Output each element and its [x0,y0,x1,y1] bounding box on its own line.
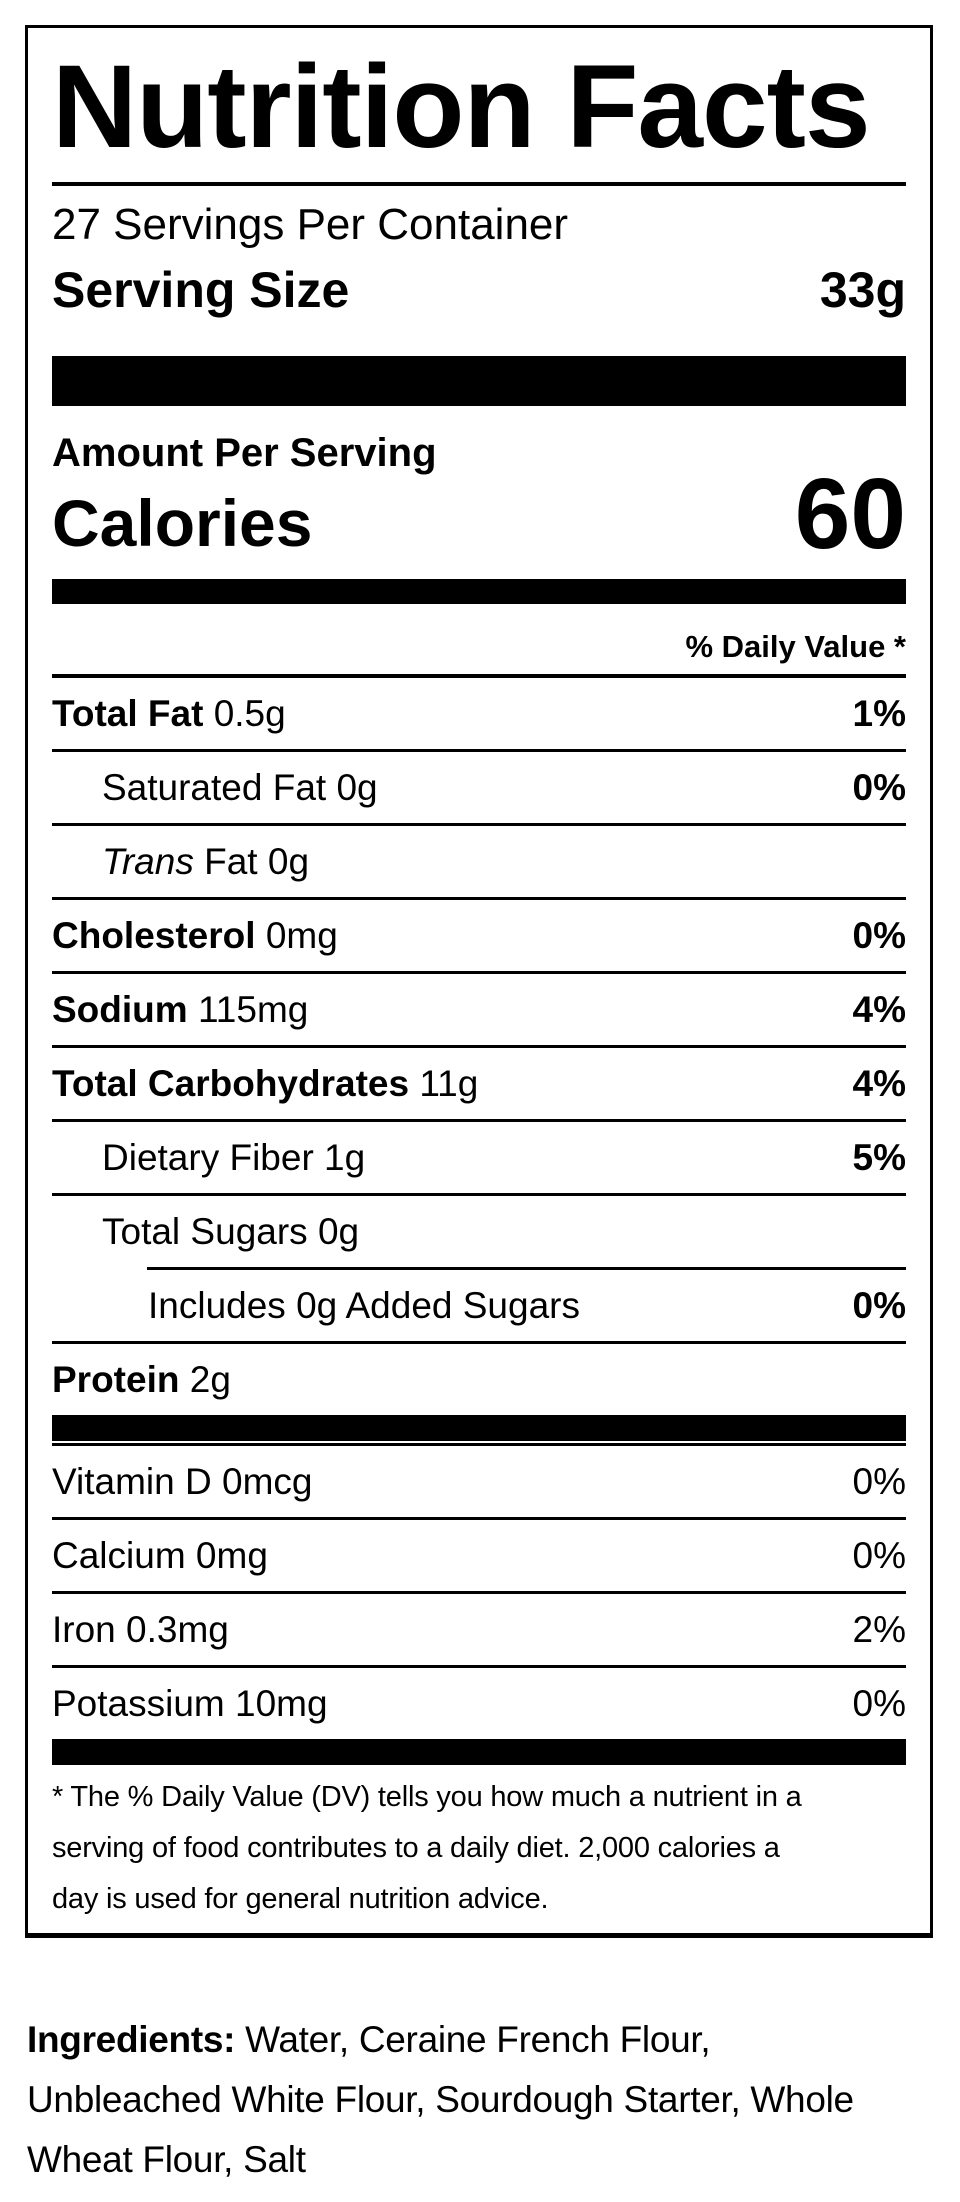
vitamin-text: Iron 0.3mg [52,1608,229,1650]
daily-value: 0% [852,766,906,808]
separator [147,1267,906,1270]
nutrient-segment: Total Sugars 0g [102,1210,360,1252]
nutrient-row: Total Sugars 0g [52,1196,906,1267]
separator [52,674,906,678]
separator [52,897,906,900]
nutrition-facts-panel: Nutrition Facts 27 Servings Per Containe… [25,25,933,1938]
amount-per-serving-label: Amount Per Serving [52,431,437,475]
vitamin-text: Vitamin D 0mcg [52,1460,313,1502]
nutrient-row: Dietary Fiber 1g 5% [52,1122,906,1193]
servings-per-container: 27 Servings Per Container [52,200,569,249]
nutrient-text: Total Sugars 0g [52,1211,359,1253]
vitamin-row: Potassium 10mg 0% [52,1668,906,1739]
separator [52,1045,906,1048]
nutrient-row: Protein 2g [52,1344,906,1415]
nutrient-segment: Dietary Fiber 1g [102,1136,366,1178]
daily-value: 4% [852,1062,906,1104]
daily-value-footnote: * The % Daily Value (DV) tells you how m… [52,1781,802,1915]
daily-value-header: % Daily Value * [685,629,906,664]
medium-divider-bar [52,579,906,604]
nutrient-segment: Protein [52,1358,180,1400]
nutrient-segment: Trans [102,840,194,882]
separator [52,823,906,826]
separator [52,1665,906,1668]
nutrient-segment: Total Fat [52,692,204,734]
nutrient-segment: Cholesterol [52,914,256,956]
nutrient-row: Cholesterol 0mg 0% [52,900,906,971]
separator [52,749,906,752]
separator [52,1341,906,1344]
nutrient-row: Total Fat 0.5g 1% [52,678,906,749]
nutrient-row: Includes 0g Added Sugars 0% [52,1270,906,1341]
calories-label: Calories [52,486,313,560]
nutrient-row: Total Carbohydrates 11g 4% [52,1048,906,1119]
daily-value: 0% [852,1682,906,1724]
ingredients-text: Water, Ceraine French Flour, Unbleached … [27,2019,854,2180]
nutrient-segment: Fat 0g [193,840,310,882]
nutrient-segment: 0.5g [203,692,286,734]
daily-value: 2% [852,1608,906,1650]
separator [52,1119,906,1122]
daily-value: 0% [852,1534,906,1576]
nutrient-row: Trans Fat 0g [52,826,906,897]
daily-value: 0% [852,914,906,956]
calories-value: 60 [794,458,906,570]
ingredients-label: Ingredients: [27,2019,236,2060]
nutrient-segment: Total Carbohydrates [52,1062,410,1104]
panel-title: Nutrition Facts [52,41,871,173]
daily-value: 5% [852,1136,906,1178]
separator [52,1517,906,1520]
thick-divider-bar [52,356,906,406]
ingredients-section: Ingredients: Water, Ceraine French Flour… [27,1950,932,2202]
serving-size-value: 33g [819,262,906,318]
vitamin-row: Calcium 0mg 0% [52,1520,906,1591]
medium-divider-bar [52,1739,906,1765]
vitamin-text: Calcium 0mg [52,1534,268,1576]
nutrient-text: Total Fat 0.5g [52,693,286,735]
separator [52,1591,906,1594]
daily-value: 0% [852,1460,906,1502]
nutrient-segment: 2g [179,1358,231,1400]
nutrient-text: Sodium 115mg [52,989,308,1031]
daily-value: 4% [852,988,906,1030]
daily-value: 1% [852,692,906,734]
nutrient-text: Dietary Fiber 1g [52,1137,365,1179]
vitamin-row: Iron 0.3mg 2% [52,1594,906,1665]
nutrient-row: Sodium 115mg 4% [52,974,906,1045]
serving-size-label: Serving Size [52,262,350,318]
vitamin-text: Potassium 10mg [52,1682,328,1724]
nutrient-segment: 0mg [255,914,338,956]
daily-value: 0% [852,1284,906,1326]
title-divider [52,182,906,186]
separator [52,1443,906,1446]
nutrient-text: Total Carbohydrates 11g [52,1063,478,1105]
separator [52,1193,906,1196]
ingredients-line: Ingredients: Water, Ceraine French Flour… [27,2010,932,2190]
nutrient-segment: Includes 0g Added Sugars [148,1284,580,1326]
nutrient-segment: 11g [409,1062,479,1104]
nutrient-text: Protein 2g [52,1359,231,1401]
nutrient-text: Trans Fat 0g [52,841,309,883]
nutrient-segment: Saturated Fat 0g [102,766,378,808]
medium-divider-bar [52,1415,906,1441]
nutrient-text: Includes 0g Added Sugars [52,1285,580,1327]
vitamin-row: Vitamin D 0mcg 0% [52,1446,906,1517]
nutrient-text: Cholesterol 0mg [52,915,338,957]
separator [52,971,906,974]
nutrient-segment: 115mg [187,988,309,1030]
nutrient-rows: Total Fat 0.5g 1% Saturated Fat 0g 0% Trans … [52,678,906,1415]
serving-size-row: Serving Size 33g [52,262,906,318]
nutrient-text: Saturated Fat 0g [52,767,378,809]
nutrient-segment: Sodium [52,988,188,1030]
vitamin-rows: Vitamin D 0mcg 0% Calcium 0mg 0% Iron 0.3mg 2… [52,1446,906,1739]
calories-row: Calories 60 [52,464,906,564]
nutrient-row: Saturated Fat 0g 0% [52,752,906,823]
